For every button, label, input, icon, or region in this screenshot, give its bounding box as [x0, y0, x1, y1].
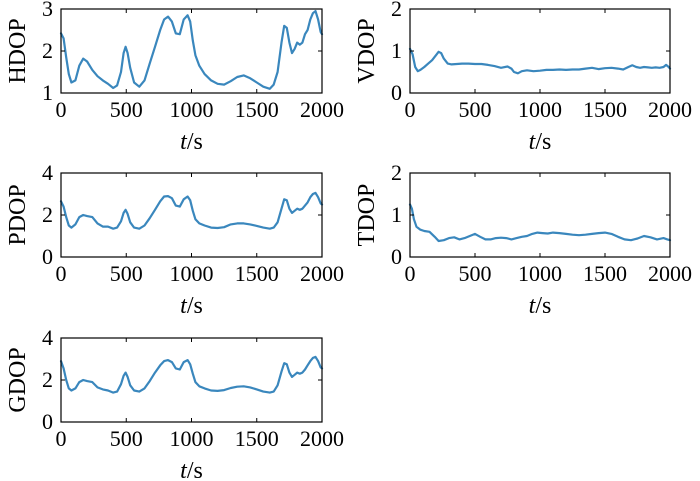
y-tick-label: 0: [391, 244, 402, 269]
x-tick-label: 0: [405, 97, 416, 122]
x-tick-label: 0: [405, 261, 416, 286]
series-line-gdop: [59, 355, 324, 394]
y-tick-label: 2: [42, 38, 53, 63]
x-axis-variable: t: [180, 293, 188, 319]
x-tick-label: 1000: [518, 97, 562, 122]
y-tick-label: 0: [42, 244, 53, 269]
y-axis-label: GDOP: [5, 347, 31, 412]
x-tick-label: 500: [110, 97, 143, 122]
y-tick-label: 4: [42, 325, 53, 350]
x-tick-label: 2000: [648, 261, 692, 286]
x-axis-unit: /s: [187, 129, 203, 155]
x-tick-label: 1500: [583, 97, 627, 122]
x-axis-label: t/s: [180, 458, 203, 481]
x-tick-label: 500: [110, 261, 143, 286]
series-line-hdop: [59, 10, 324, 90]
x-tick-label: 2000: [300, 426, 344, 451]
subplot-gdop: 0 500 1000 1500 2000 0 2 4 GDOP t/s: [5, 325, 344, 481]
x-axis-label: t/s: [529, 293, 552, 319]
x-axis-variable: t: [180, 129, 188, 155]
plot-area-frame: [409, 8, 671, 94]
x-tick-label: 1500: [235, 261, 279, 286]
y-tick-label: 0: [42, 409, 53, 434]
x-tick-label: 0: [56, 97, 67, 122]
y-tick-label: 2: [42, 202, 53, 227]
subplot-tdop: 0 500 1000 1500 2000 0 1 2 TDOP t/s: [354, 160, 692, 319]
x-tick-label: 500: [459, 97, 492, 122]
x-axis-label: t/s: [529, 129, 552, 155]
x-axis-unit: /s: [187, 293, 203, 319]
y-tick-label: 4: [42, 160, 53, 185]
x-tick-label: 2000: [648, 97, 692, 122]
x-tick-label: 1000: [170, 426, 214, 451]
y-tick-label: 0: [391, 80, 402, 105]
x-tick-label: 0: [56, 261, 67, 286]
y-tick-label: 2: [391, 160, 402, 185]
y-tick-label: 2: [42, 367, 53, 392]
y-tick-label: 1: [391, 38, 402, 63]
x-axis-label: t/s: [180, 129, 203, 155]
x-tick-label: 0: [56, 426, 67, 451]
x-axis-unit: /s: [187, 458, 203, 481]
x-tick-label: 1000: [170, 261, 214, 286]
plot-area-frame: [60, 8, 323, 94]
x-tick-label: 500: [459, 261, 492, 286]
x-axis-unit: /s: [535, 129, 551, 155]
x-axis-variable: t: [529, 293, 537, 319]
y-tick-label: 3: [42, 0, 53, 21]
plot-area-frame: [60, 337, 323, 423]
x-axis-variable: t: [180, 458, 188, 481]
series-line-pdop: [59, 191, 324, 230]
series-line-vdop: [408, 47, 672, 75]
x-tick-label: 2000: [300, 97, 344, 122]
x-tick-label: 2000: [300, 261, 344, 286]
x-tick-label: 1500: [235, 97, 279, 122]
x-axis-variable: t: [529, 129, 537, 155]
subplot-hdop: 0 500 1000 1500 2000 1 2 3 HDOP t/s: [5, 0, 344, 155]
y-axis-label: VDOP: [354, 18, 380, 83]
plot-area-frame: [60, 172, 323, 258]
x-axis-unit: /s: [535, 293, 551, 319]
subplot-vdop: 0 500 1000 1500 2000 0 1 2 VDOP t/s: [354, 0, 692, 155]
y-axis-label: TDOP: [354, 184, 380, 247]
x-tick-label: 1500: [583, 261, 627, 286]
series-line-tdop: [408, 203, 672, 243]
subplot-pdop: 0 500 1000 1500 2000 0 2 4 PDOP t/s: [5, 160, 344, 319]
x-tick-label: 1500: [235, 426, 279, 451]
x-axis-label: t/s: [180, 293, 203, 319]
y-axis-label: PDOP: [5, 184, 31, 245]
plot-area-frame: [409, 172, 671, 258]
y-tick-label: 2: [391, 0, 402, 21]
y-axis-label: HDOP: [5, 18, 31, 83]
x-tick-label: 1000: [518, 261, 562, 286]
x-tick-label: 1000: [170, 97, 214, 122]
x-tick-label: 500: [110, 426, 143, 451]
y-tick-label: 1: [391, 202, 402, 227]
y-tick-label: 1: [42, 80, 53, 105]
